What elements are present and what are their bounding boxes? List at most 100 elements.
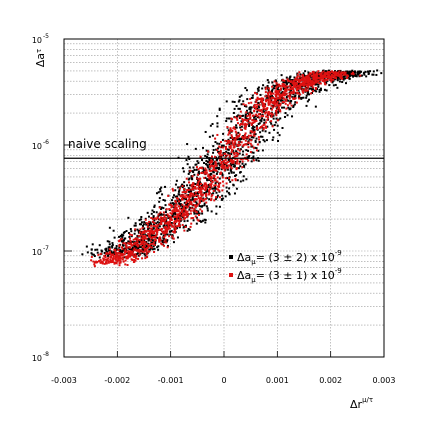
data-point (282, 91, 285, 94)
data-point (107, 261, 110, 264)
data-point (103, 251, 106, 254)
data-point (299, 93, 302, 96)
data-point (265, 94, 268, 97)
data-point (291, 91, 294, 94)
data-point (198, 197, 201, 200)
data-point (176, 218, 179, 221)
data-point (137, 249, 140, 252)
y-axis-label-sub: τ (35, 49, 43, 53)
data-point (275, 89, 278, 92)
data-point (157, 223, 160, 226)
data-point (144, 257, 147, 260)
data-point (198, 186, 201, 189)
data-point (148, 235, 151, 238)
data-point (176, 236, 179, 239)
data-point (346, 77, 349, 80)
data-point (292, 105, 295, 108)
data-point (351, 71, 354, 74)
data-point (288, 77, 291, 80)
data-point (202, 185, 205, 188)
data-point (237, 131, 240, 134)
data-point (306, 83, 309, 86)
data-point (241, 136, 244, 139)
data-point (205, 201, 208, 204)
data-point (133, 224, 136, 227)
data-point (133, 232, 136, 235)
data-point (136, 238, 139, 241)
data-point (164, 227, 167, 230)
data-point (241, 153, 244, 156)
data-point (348, 77, 351, 80)
data-point (158, 212, 161, 215)
data-point (272, 92, 275, 95)
data-point (169, 215, 172, 218)
data-point (163, 214, 166, 217)
data-point (199, 155, 202, 158)
data-point (215, 167, 218, 170)
data-point (338, 80, 341, 83)
data-point (375, 73, 378, 76)
data-point (271, 138, 274, 141)
data-point (177, 209, 180, 212)
data-point (235, 134, 238, 137)
data-point (144, 237, 147, 240)
data-point (121, 249, 124, 252)
data-point (236, 138, 239, 141)
data-point (240, 128, 243, 131)
data-point (380, 72, 383, 75)
data-point (238, 116, 241, 119)
data-point (244, 139, 247, 142)
data-point (162, 207, 165, 210)
data-point (189, 184, 192, 187)
data-point (200, 182, 203, 185)
data-point (225, 120, 228, 123)
data-point (305, 83, 308, 86)
data-point (235, 126, 238, 129)
data-point (218, 190, 221, 193)
data-point (152, 210, 155, 213)
data-point (228, 130, 231, 133)
data-point (116, 252, 119, 255)
data-point (145, 242, 148, 245)
data-point (317, 72, 320, 75)
data-point (187, 172, 190, 175)
data-point (271, 88, 274, 91)
data-point (159, 211, 162, 214)
data-point (155, 192, 158, 195)
data-point (300, 87, 303, 90)
data-point (212, 151, 215, 154)
data-point (175, 227, 178, 230)
data-point (242, 103, 245, 106)
data-point (232, 160, 235, 163)
data-point (307, 81, 310, 84)
data-point (158, 228, 161, 231)
data-point (183, 181, 186, 184)
data-point (367, 70, 370, 73)
data-point (249, 151, 252, 154)
data-point (118, 240, 121, 243)
data-point (236, 143, 239, 146)
data-point (264, 86, 267, 89)
data-point (302, 84, 305, 87)
data-point (150, 246, 153, 249)
data-point (234, 178, 237, 181)
data-point (312, 71, 315, 74)
data-point (155, 235, 158, 238)
data-point (193, 193, 196, 196)
data-point (296, 79, 299, 82)
data-point (192, 186, 195, 189)
data-point (280, 92, 283, 95)
data-point (226, 148, 229, 151)
data-point (133, 258, 136, 261)
data-point (255, 98, 258, 101)
data-point (298, 94, 301, 97)
data-point (248, 122, 251, 125)
data-point (293, 85, 296, 88)
data-point (332, 71, 335, 74)
data-point (283, 93, 286, 96)
data-point (350, 70, 353, 73)
data-point (138, 231, 141, 234)
data-point (184, 226, 187, 229)
data-point (198, 219, 201, 222)
data-point (220, 168, 223, 171)
